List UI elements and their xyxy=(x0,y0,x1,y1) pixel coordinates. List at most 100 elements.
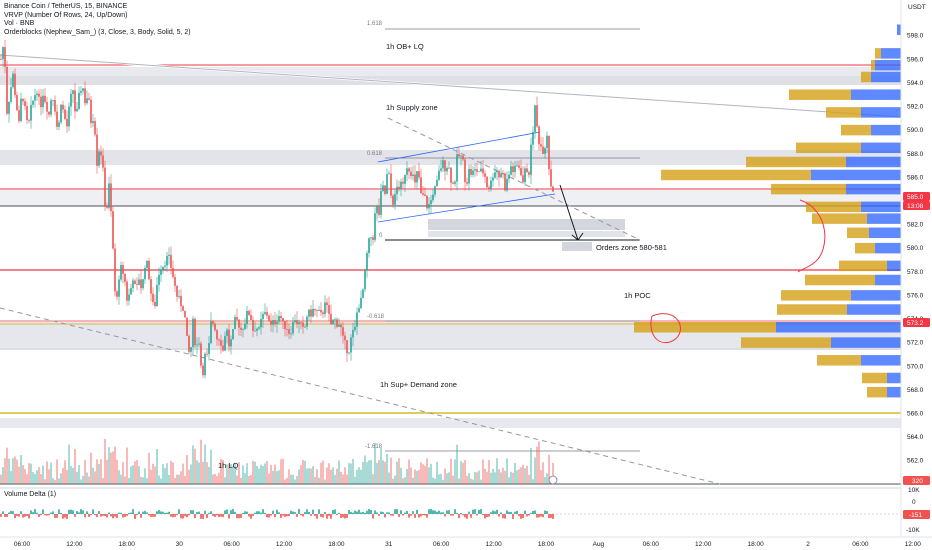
volume-bar xyxy=(382,460,384,484)
delta-bar xyxy=(456,512,458,514)
candle-body xyxy=(104,167,106,206)
volume-bar xyxy=(472,479,474,484)
volume-bar xyxy=(488,460,490,484)
candle-body xyxy=(370,237,372,239)
delta-bar xyxy=(396,509,398,514)
delta-bar xyxy=(480,509,482,514)
candle-body xyxy=(244,323,246,330)
vp-row-up xyxy=(811,169,901,181)
time-axis[interactable] xyxy=(0,537,932,550)
delta-bar xyxy=(90,514,92,516)
delta-bar xyxy=(236,514,238,519)
volume-bar xyxy=(158,475,160,484)
volume-bar xyxy=(332,467,334,484)
candle-body xyxy=(332,319,334,325)
price-axis[interactable] xyxy=(901,0,932,537)
orders-zone-box xyxy=(562,242,592,251)
delta-bar xyxy=(258,511,260,514)
delta-bar xyxy=(514,511,516,514)
delta-bar xyxy=(402,514,404,516)
candle-body xyxy=(186,317,188,336)
time-tick-1: 12:00 xyxy=(66,541,83,548)
volume-bar xyxy=(92,467,94,484)
delta-bar xyxy=(292,511,294,514)
volume-bar xyxy=(162,464,164,484)
volume-bar xyxy=(0,474,2,484)
candle-body xyxy=(440,168,442,171)
volume-bar xyxy=(462,462,464,484)
replay-marker-icon[interactable] xyxy=(548,475,558,485)
delta-bar xyxy=(358,509,360,514)
volume-bar xyxy=(516,470,518,484)
volume-bar xyxy=(306,468,308,484)
delta-bar xyxy=(248,514,250,517)
delta-bar xyxy=(24,514,26,517)
delta-bar xyxy=(436,511,438,514)
volume-bar xyxy=(456,444,458,484)
channel-lower xyxy=(377,193,556,223)
candle-body xyxy=(416,171,418,183)
candle-body xyxy=(480,168,482,172)
delta-bar xyxy=(40,514,42,516)
delta-bar xyxy=(314,514,316,517)
volume-bar xyxy=(530,448,532,484)
candle-body xyxy=(100,151,102,156)
delta-bar xyxy=(162,511,164,514)
volume-bar xyxy=(122,462,124,484)
candle-body xyxy=(412,174,414,177)
volume-bar xyxy=(402,478,404,484)
delta-bar xyxy=(342,514,344,518)
vp-row-down xyxy=(746,156,846,168)
volume-bar xyxy=(270,464,272,484)
candle-body xyxy=(78,92,80,109)
volume-bar xyxy=(466,475,468,484)
delta-bar xyxy=(198,511,200,514)
delta-bar xyxy=(68,509,70,514)
annotation-orders: Orders zone 580-581 xyxy=(596,243,667,252)
delta-bar xyxy=(86,511,88,514)
delta-bar xyxy=(472,509,474,514)
volume-bar xyxy=(300,465,302,484)
candle-body xyxy=(82,88,84,91)
volume-bar xyxy=(296,476,298,484)
volume-bar xyxy=(490,472,492,484)
candle-body xyxy=(494,172,496,178)
volume-bar xyxy=(236,475,238,484)
volume-bar xyxy=(196,460,198,484)
candle-body xyxy=(228,329,230,347)
candle-body xyxy=(38,93,40,97)
delta-bar xyxy=(430,509,432,514)
candle-body xyxy=(204,353,206,376)
candle-body xyxy=(218,339,220,341)
delta-bar xyxy=(534,510,536,514)
candle-body xyxy=(156,284,158,307)
volume-bar xyxy=(82,475,84,484)
volume-bar xyxy=(514,463,516,484)
candle-body xyxy=(314,308,316,311)
delta-bar xyxy=(332,509,334,514)
delta-bar xyxy=(142,511,144,514)
volume-bar xyxy=(360,469,362,484)
candle-body xyxy=(474,169,476,171)
candle-body xyxy=(342,327,344,336)
candle-body xyxy=(106,205,108,208)
volume-bar xyxy=(476,472,478,484)
delta-bar xyxy=(522,514,524,519)
delta-bar xyxy=(8,512,10,514)
delta-bar xyxy=(450,514,452,516)
volume-bar xyxy=(52,478,54,484)
price-tick-2: 596.0 xyxy=(907,56,924,63)
candle-body xyxy=(90,99,92,124)
volume-bar xyxy=(452,475,454,484)
volume-bar xyxy=(416,470,418,484)
volume-bar xyxy=(60,473,62,484)
delta-bar xyxy=(152,514,154,517)
candle-body xyxy=(316,310,318,311)
volume-bar xyxy=(78,465,80,484)
candle-body xyxy=(388,173,390,175)
vp-row-down xyxy=(796,142,861,154)
volume-bar xyxy=(258,468,260,484)
candle-body xyxy=(118,279,120,297)
delta-bar xyxy=(38,514,40,517)
